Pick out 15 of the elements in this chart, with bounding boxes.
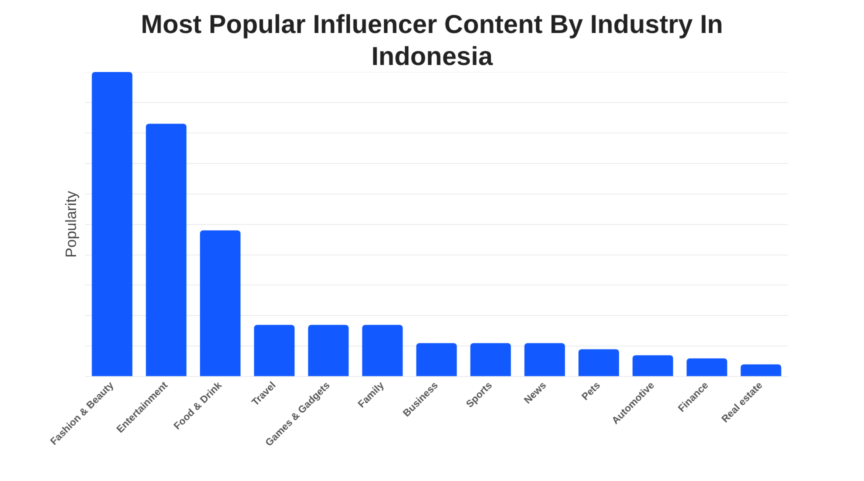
bar <box>362 324 403 376</box>
y-axis-title: Popularity <box>63 190 80 258</box>
bar <box>740 364 782 376</box>
bar <box>470 343 511 376</box>
bar <box>308 324 349 376</box>
bar <box>146 124 186 376</box>
bar <box>92 72 132 376</box>
bar <box>686 358 728 376</box>
bar <box>416 343 457 376</box>
bar <box>254 324 295 376</box>
bar <box>578 349 620 376</box>
bar <box>524 343 565 376</box>
bar <box>200 230 241 376</box>
chart-title: Most Popular Influencer Content By Industry In Indonesia <box>140 8 724 72</box>
bar <box>632 355 674 376</box>
